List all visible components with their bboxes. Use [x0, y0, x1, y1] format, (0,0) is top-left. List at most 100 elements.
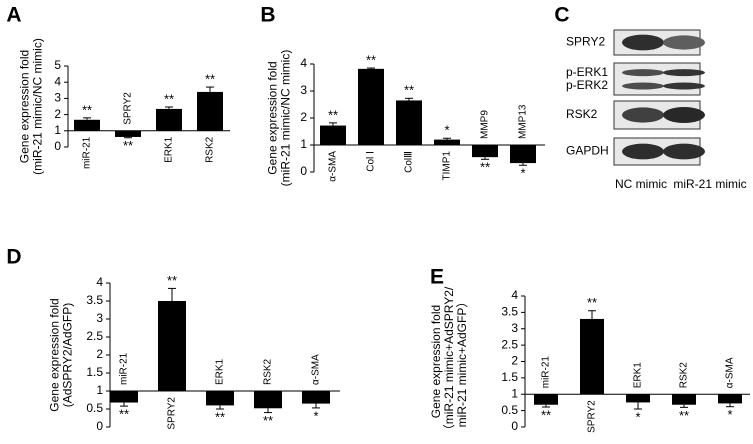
y-tick-label: 3.5 — [501, 305, 518, 319]
significance: ** — [215, 409, 225, 424]
error-bar — [216, 405, 224, 410]
y-tick-label: 0.5 — [501, 403, 518, 417]
category-label: MMP9 — [480, 110, 491, 139]
blot-row-label: GAPDH — [566, 144, 609, 158]
y-tick-label: 3 — [96, 311, 103, 325]
category-label: RSK2 — [205, 136, 216, 163]
bar — [358, 68, 384, 145]
significance: ** — [404, 83, 414, 98]
bar — [115, 130, 141, 137]
blot-row-label: RSK2 — [566, 107, 598, 121]
error-bar — [405, 97, 413, 101]
category-label: miR-21 — [541, 356, 552, 389]
error-bar — [542, 404, 550, 408]
bar — [434, 139, 460, 145]
error-bar — [443, 137, 451, 140]
error-bar — [264, 408, 272, 414]
category-label: α-SMA — [725, 357, 736, 388]
y-tick-label: 3 — [54, 91, 61, 105]
significance: ** — [205, 71, 215, 86]
error-bar — [481, 157, 489, 160]
significance: ** — [123, 138, 133, 153]
y-tick-label: 3 — [511, 321, 518, 335]
significance: ** — [366, 52, 376, 67]
error-bar — [519, 163, 527, 166]
blot-frame — [613, 62, 701, 96]
y-axis-label: Gene expression fold — [48, 298, 62, 411]
bar — [580, 318, 604, 395]
error-bar — [312, 403, 320, 409]
y-tick-label: 1.5 — [86, 365, 103, 379]
y-tick-label: 1.5 — [501, 370, 518, 384]
bar — [510, 145, 536, 164]
y-tick-label: 4 — [96, 275, 103, 289]
category-label: MMP13 — [518, 104, 529, 139]
y-axis-label: Gene expression fold — [429, 305, 443, 418]
y-axis-label: miR-21 mimic+AdGFP） — [455, 296, 469, 428]
significance: * — [727, 407, 732, 422]
blot-band — [622, 143, 664, 160]
y-tick-label: 0.5 — [86, 401, 103, 415]
panel-label: E — [430, 266, 444, 289]
y-tick-label: 1 — [511, 386, 518, 400]
bar — [156, 108, 182, 131]
bar — [302, 391, 330, 404]
y-tick-label: 4 — [511, 288, 518, 302]
error-bar — [124, 136, 132, 139]
significance: * — [635, 409, 640, 424]
blot-band — [663, 107, 705, 123]
blot-band — [663, 69, 705, 77]
error-bar — [165, 106, 173, 109]
y-tick-label: 3 — [300, 83, 307, 97]
bar — [396, 100, 422, 145]
blot-band — [663, 35, 705, 50]
y-tick-label: 0 — [96, 419, 103, 433]
y-axis-label: Gene expression fold — [266, 61, 280, 174]
bar — [472, 145, 498, 158]
bar — [110, 391, 138, 403]
panel-label: B — [260, 4, 275, 27]
category-label: ERK1 — [215, 358, 226, 385]
error-bar — [726, 403, 734, 408]
category-label: miR-21 — [82, 136, 93, 169]
y-tick-label: 0 — [511, 419, 518, 433]
significance: ** — [119, 407, 129, 422]
blot-column-label: miR-21 mimic — [673, 177, 746, 191]
significance: * — [444, 123, 449, 138]
significance: ** — [263, 413, 273, 428]
y-tick-label: 3.5 — [86, 293, 103, 307]
significance: * — [313, 408, 318, 423]
category-label: RSK2 — [679, 362, 690, 389]
error-bar — [206, 86, 214, 92]
panel-label: D — [6, 246, 21, 269]
bar — [197, 91, 223, 131]
blot-band — [663, 82, 705, 90]
bar — [254, 391, 282, 409]
significance: ** — [328, 107, 338, 122]
significance: ** — [167, 273, 177, 288]
category-label: RSK2 — [263, 358, 274, 385]
blot-column-label: NC mimic — [615, 177, 667, 191]
significance: ** — [164, 91, 174, 106]
error-bar — [680, 404, 688, 408]
bar — [534, 394, 558, 405]
error-bar — [120, 402, 128, 407]
category-label: ColⅢ — [404, 151, 415, 173]
significance: * — [520, 166, 525, 181]
y-tick-label: 1 — [300, 137, 307, 151]
y-tick-label: 4 — [54, 74, 61, 88]
bar — [158, 301, 186, 391]
blot-band — [622, 107, 664, 123]
category-label: SPRY2 — [587, 400, 598, 433]
blot-row-label: p-ERK2 — [566, 78, 608, 92]
significance: ** — [541, 407, 551, 422]
category-label: α-SMA — [311, 354, 322, 385]
y-tick-label: 4 — [300, 56, 307, 70]
error-bar — [329, 122, 337, 126]
blot-row-label: p-ERK1 — [566, 65, 608, 79]
category-label: Col Ⅰ — [366, 151, 377, 172]
blot-band — [622, 34, 664, 51]
category-label: ERK1 — [164, 136, 175, 163]
blot-band — [622, 69, 664, 77]
